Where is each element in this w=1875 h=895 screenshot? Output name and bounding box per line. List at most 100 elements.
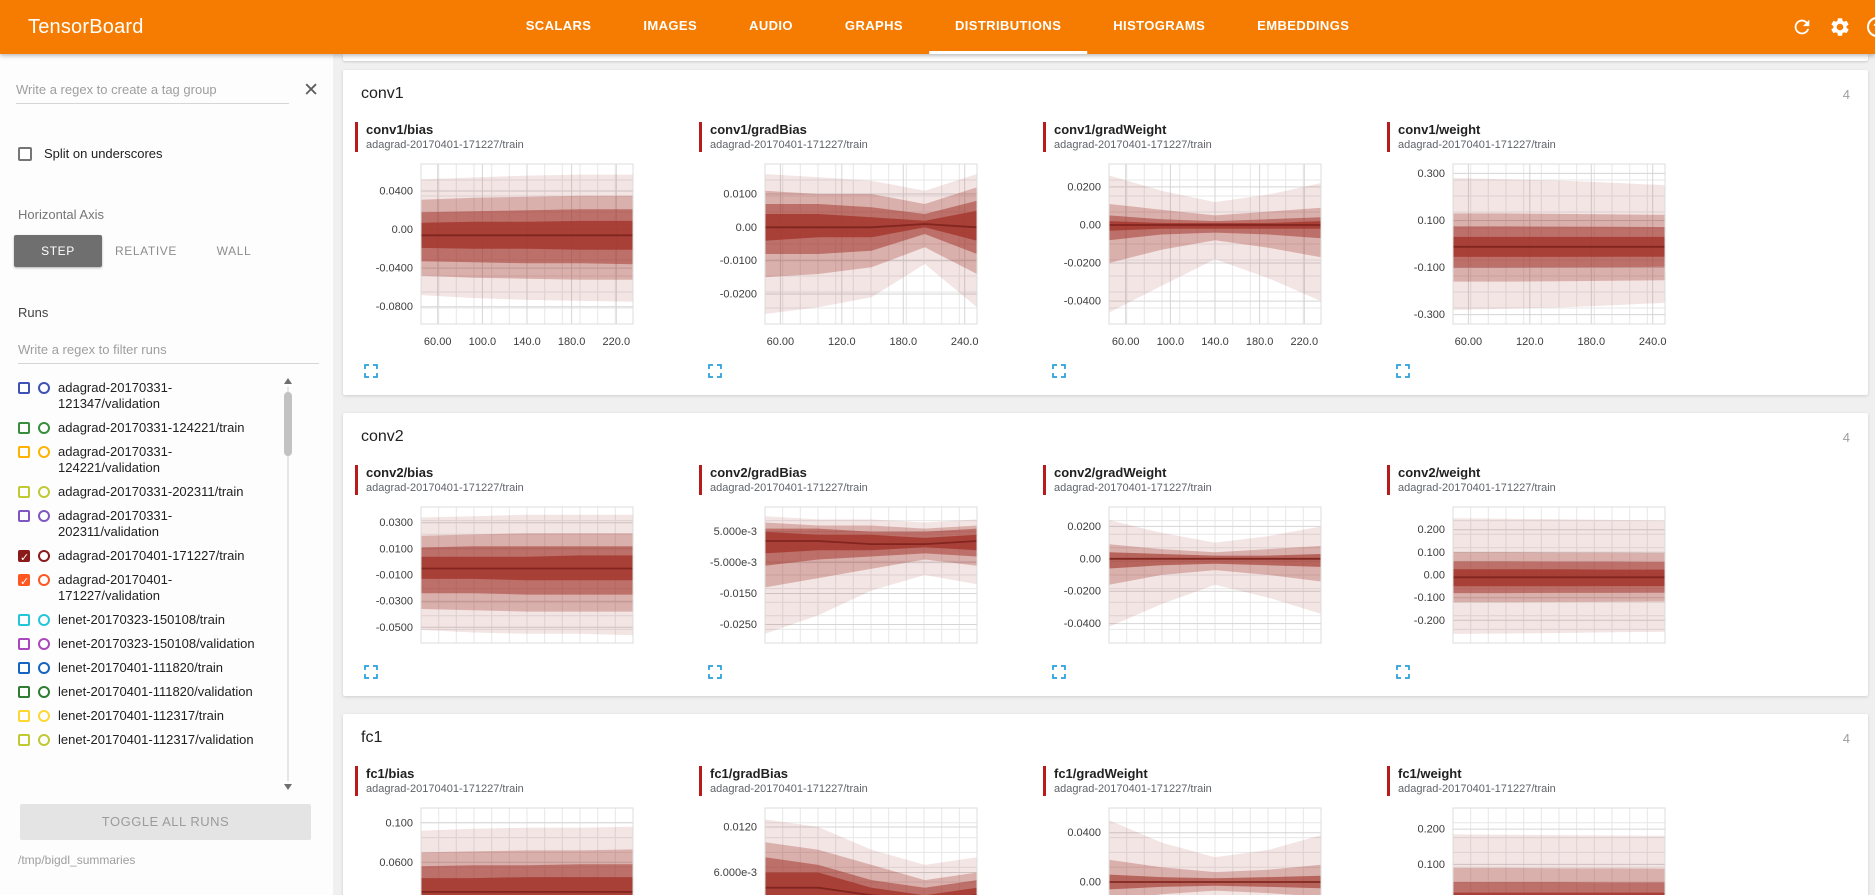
runs-list: adagrad-20170331-121347/validation adagra… [18,376,333,792]
run-item[interactable]: adagrad-20170331-124221/validation [18,440,275,480]
tag-group-regex-input[interactable] [16,76,290,104]
svg-text:180.0: 180.0 [558,336,586,348]
runs-regex-input[interactable] [18,336,319,364]
run-checkbox[interactable] [18,614,30,626]
section-header-conv1[interactable]: conv1 4 [343,70,1868,118]
chart-head: fc1/gradBias adagrad-20170401-171227/trai… [699,766,1029,796]
run-item[interactable]: lenet-20170401-112317/validation [18,728,275,752]
scrollbar-track[interactable] [284,387,292,781]
tab-histograms[interactable]: HISTOGRAMS [1113,18,1206,33]
run-radio[interactable] [38,686,50,698]
run-checkbox[interactable] [18,422,30,434]
help-icon[interactable]: ? [1867,17,1875,37]
expand-chart-button[interactable] [1395,664,1413,682]
split-checkbox[interactable] [18,146,32,161]
axis-button-wall[interactable]: WALL [216,244,252,258]
svg-text:120.0: 120.0 [828,336,856,348]
run-radio[interactable] [38,574,50,586]
axis-button-relative[interactable]: RELATIVE [115,244,177,258]
run-item[interactable]: adagrad-20170331-202311/validation [18,504,275,544]
run-checkbox[interactable]: ✓ [18,550,30,564]
run-radio[interactable] [38,422,50,434]
tab-scalars[interactable]: SCALARS [525,18,592,33]
run-item[interactable]: lenet-20170401-112317/train [18,704,275,728]
run-radio[interactable] [38,510,50,522]
tag-color-bar [1387,465,1390,495]
run-radio[interactable] [38,710,50,722]
scroll-up-icon[interactable] [284,378,292,384]
scroll-down-icon[interactable] [284,784,292,790]
run-checkbox[interactable] [18,446,30,458]
run-radio[interactable] [38,446,50,458]
run-checkbox[interactable] [18,510,30,522]
runs-label: Runs [18,305,49,320]
run-checkbox[interactable] [18,638,30,650]
run-radio[interactable] [38,382,50,394]
chart-run-name: adagrad-20170401-171227/train [366,139,524,151]
tag-color-bar [1387,122,1390,152]
chart-run-name: adagrad-20170401-171227/train [366,482,524,494]
toggle-all-runs-button[interactable]: TOGGLE ALL RUNS [20,804,311,840]
run-item[interactable]: lenet-20170323-150108/train [18,608,275,632]
tab-images[interactable]: IMAGES [643,18,698,33]
svg-text:100.0: 100.0 [1157,336,1185,348]
svg-text:-0.100: -0.100 [1414,592,1445,604]
run-checkbox[interactable] [18,662,30,674]
split-on-underscores-option[interactable]: Split on underscores [18,146,317,161]
horizontal-axis-buttons: STEP RELATIVE WALL [14,235,323,267]
run-radio[interactable] [38,734,50,746]
run-radio[interactable] [38,550,50,562]
expand-chart-button[interactable] [1395,363,1413,381]
run-radio[interactable] [38,662,50,674]
run-radio[interactable] [38,486,50,498]
axis-button-step[interactable]: STEP [14,235,102,267]
run-checkbox[interactable] [18,734,30,746]
run-item[interactable]: adagrad-20170331-121347/validation [18,376,275,416]
refresh-icon[interactable] [1791,16,1813,38]
run-item[interactable]: adagrad-20170331-124221/train [18,416,275,440]
runs-scrollbar[interactable] [283,378,293,790]
run-radio[interactable] [38,614,50,626]
svg-text:-0.300: -0.300 [1414,309,1445,321]
run-label: adagrad-20170401-171227/validation [58,572,173,603]
run-label: adagrad-20170331-202311/train [58,484,244,499]
tab-graphs[interactable]: GRAPHS [844,18,903,33]
close-icon[interactable]: ✕ [303,79,319,101]
settings-gear-icon[interactable] [1829,16,1851,38]
tab-audio[interactable]: AUDIO [749,18,793,33]
run-checkbox[interactable]: ✓ [18,574,30,588]
chart-card-fc1/gradBias: fc1/gradBias adagrad-20170401-171227/trai… [699,766,1029,895]
run-item[interactable]: lenet-20170401-111820/train [18,656,275,680]
run-checkbox[interactable] [18,382,30,394]
chart-head: fc1/weight adagrad-20170401-171227/train [1387,766,1717,796]
run-checkbox[interactable] [18,486,30,498]
run-item[interactable]: lenet-20170323-150108/validation [18,632,275,656]
tab-distributions[interactable]: DISTRIBUTIONS [928,0,1088,54]
chart-head: conv1/bias adagrad-20170401-171227/train [355,122,685,152]
run-checkbox[interactable] [18,686,30,698]
section-conv2: conv2 4 conv2/bias adagrad-20170401-171227/… [343,413,1868,696]
run-item[interactable]: adagrad-20170331-202311/train [18,480,275,504]
expand-chart-button[interactable] [707,664,725,682]
expand-chart-button[interactable] [1051,363,1069,381]
horizontal-axis-label: Horizontal Axis [18,207,104,222]
svg-text:60.00: 60.00 [424,336,452,348]
chart-title: conv1/weight [1398,122,1481,137]
log-directory: /tmp/bigdl_summaries [18,853,136,867]
expand-chart-button[interactable] [363,363,381,381]
section-header-fc1[interactable]: fc1 4 [343,714,1868,762]
run-item[interactable]: ✓ adagrad-20170401-171227/validation [18,568,275,608]
tag-color-bar [355,465,358,495]
expand-chart-button[interactable] [363,664,381,682]
expand-chart-button[interactable] [707,363,725,381]
run-radio[interactable] [38,638,50,650]
run-checkbox[interactable] [18,710,30,722]
run-item[interactable]: ✓ adagrad-20170401-171227/train [18,544,275,568]
scrollbar-thumb[interactable] [284,392,292,456]
run-item[interactable]: lenet-20170401-111820/validation [18,680,275,704]
svg-text:180.0: 180.0 [890,336,918,348]
tab-embeddings[interactable]: EMBEDDINGS [1257,18,1350,33]
expand-chart-button[interactable] [1051,664,1069,682]
section-header-conv2[interactable]: conv2 4 [343,413,1868,461]
